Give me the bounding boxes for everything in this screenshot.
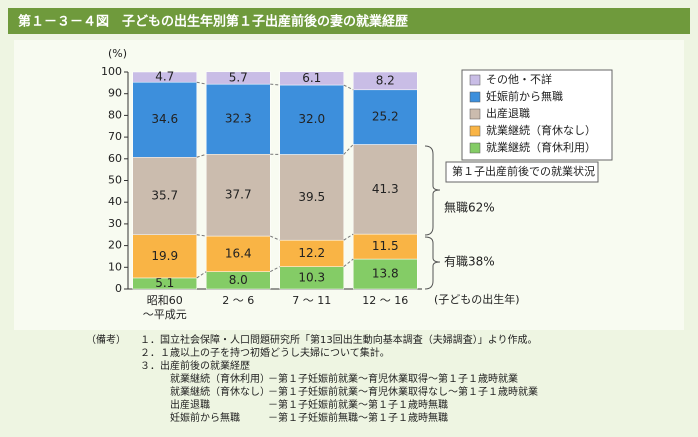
y-tick-label: 50 xyxy=(108,174,122,187)
value-label: 34.6 xyxy=(151,112,178,126)
connector xyxy=(343,84,354,91)
bar-segment xyxy=(279,154,344,241)
y-tick-label: 100 xyxy=(101,65,122,78)
value-label: 32.3 xyxy=(225,112,252,126)
bar-segment xyxy=(132,234,197,279)
legend-label: 就業継続（育休利用） xyxy=(486,140,596,154)
note-definition: －第１子妊娠前無職～第１子１歳時無職 xyxy=(268,411,448,424)
note-term: 就業継続（育休利用） xyxy=(170,372,270,385)
value-label: 11.5 xyxy=(372,239,399,253)
annotation: 有職38% xyxy=(444,255,495,269)
y-unit: (%) xyxy=(108,47,127,60)
bar-segment xyxy=(132,157,197,236)
note-term: 出産退職 xyxy=(170,398,210,411)
bar-segment xyxy=(353,258,418,290)
connector xyxy=(343,258,354,268)
notes-label: （備考） xyxy=(86,333,126,346)
connector xyxy=(270,266,280,273)
value-label: 39.5 xyxy=(298,190,325,204)
value-label: 10.3 xyxy=(298,270,325,284)
title-bar xyxy=(8,8,690,34)
bar-segment xyxy=(353,233,418,260)
value-label: 25.2 xyxy=(372,110,399,124)
note: ３．出産前後の就業経歴 xyxy=(140,359,250,372)
note-definition: －第１子妊娠前就業～育児休業取得～第１子１歳時就業 xyxy=(268,372,518,385)
legend-swatch xyxy=(469,108,481,120)
value-label: 13.8 xyxy=(372,267,399,281)
note: ２．１歳以上の子を持つ初婚どうし夫婦について集計。 xyxy=(140,346,390,359)
value-label: 32.0 xyxy=(298,112,325,126)
note-definition: －第１子妊娠前就業～第１子１歳時無職 xyxy=(268,398,448,411)
value-label: 16.4 xyxy=(225,246,252,260)
bar-segment xyxy=(206,153,271,237)
x-tick-label: 2 ～ 6 xyxy=(222,294,255,307)
x-tick-label: 昭和60 ～平成元 xyxy=(142,294,187,321)
legend-swatch xyxy=(469,142,481,154)
y-tick-label: 70 xyxy=(108,130,122,143)
legend-swatch xyxy=(469,74,481,86)
connector xyxy=(343,144,354,155)
value-label: 35.7 xyxy=(151,189,178,203)
y-tick-label: 10 xyxy=(108,260,122,273)
bar-segment xyxy=(132,81,197,158)
legend-label: 就業継続（育休なし） xyxy=(486,123,596,137)
legend-box xyxy=(461,69,613,161)
y-tick-label: 40 xyxy=(108,195,122,208)
y-tick-label: 60 xyxy=(108,152,122,165)
connector xyxy=(196,271,207,279)
y-tick-label: 30 xyxy=(108,217,122,230)
legend-label: 妊娠前から無職 xyxy=(486,89,563,103)
connector xyxy=(270,83,280,86)
note-definition: －第１子妊娠前就業～育児休業取得なし～第１子１歳時就業 xyxy=(268,385,538,398)
x-tick-label: 7 ～ 11 xyxy=(292,294,332,307)
value-label: 5.7 xyxy=(229,70,248,84)
value-label: 4.7 xyxy=(155,70,174,84)
value-label: 8.0 xyxy=(229,273,248,287)
bar-segment xyxy=(353,71,418,91)
brace xyxy=(424,145,441,236)
brace xyxy=(424,236,441,290)
connector xyxy=(196,153,207,158)
y-tick-label: 20 xyxy=(108,239,122,252)
x-tick-label: 12 ～ 16 xyxy=(362,294,409,307)
connector xyxy=(196,81,207,85)
connector xyxy=(270,235,280,241)
value-label: 6.1 xyxy=(302,71,321,85)
bar-segment xyxy=(132,71,197,83)
legend-swatch xyxy=(469,125,481,137)
value-label: 37.7 xyxy=(225,188,252,202)
annotation-box xyxy=(445,161,599,183)
value-label: 41.3 xyxy=(372,182,399,196)
legend-swatch xyxy=(469,91,481,103)
y-tick-label: 80 xyxy=(108,108,122,121)
y-tick-label: 90 xyxy=(108,87,122,100)
x-axis-label: (子どもの出生年) xyxy=(434,292,520,306)
bar-segment xyxy=(206,83,271,155)
annotation: 無職62% xyxy=(444,200,495,215)
annotation: 第１子出産前後での就業状況 xyxy=(452,164,595,178)
connector xyxy=(196,234,207,237)
value-label: 8.2 xyxy=(376,73,395,87)
connector xyxy=(343,233,354,241)
chart-title: 第１－３－４図 子どもの出生年別第１子出産前後の妻の就業経歴 xyxy=(18,14,408,30)
bar-segment xyxy=(279,71,344,86)
bar-segment xyxy=(353,89,418,145)
y-tick-label: 0 xyxy=(115,282,122,295)
value-label: 19.9 xyxy=(151,249,178,263)
legend-label: 出産退職 xyxy=(486,106,530,120)
legend-label: その他・不詳 xyxy=(486,72,552,86)
note-term: 妊娠前から無職 xyxy=(170,411,240,424)
value-label: 5.1 xyxy=(155,276,174,290)
bar-segment xyxy=(279,239,344,267)
note-term: 就業継続（育休なし） xyxy=(170,385,270,398)
note: １．国立社会保障・人口問題研究所「第13回出生動向基本調査（夫婦調査）」より作成… xyxy=(140,333,538,346)
bar-segment xyxy=(206,71,271,85)
value-label: 12.2 xyxy=(298,246,325,260)
bar-segment xyxy=(353,144,418,235)
bar-segment xyxy=(279,84,344,155)
